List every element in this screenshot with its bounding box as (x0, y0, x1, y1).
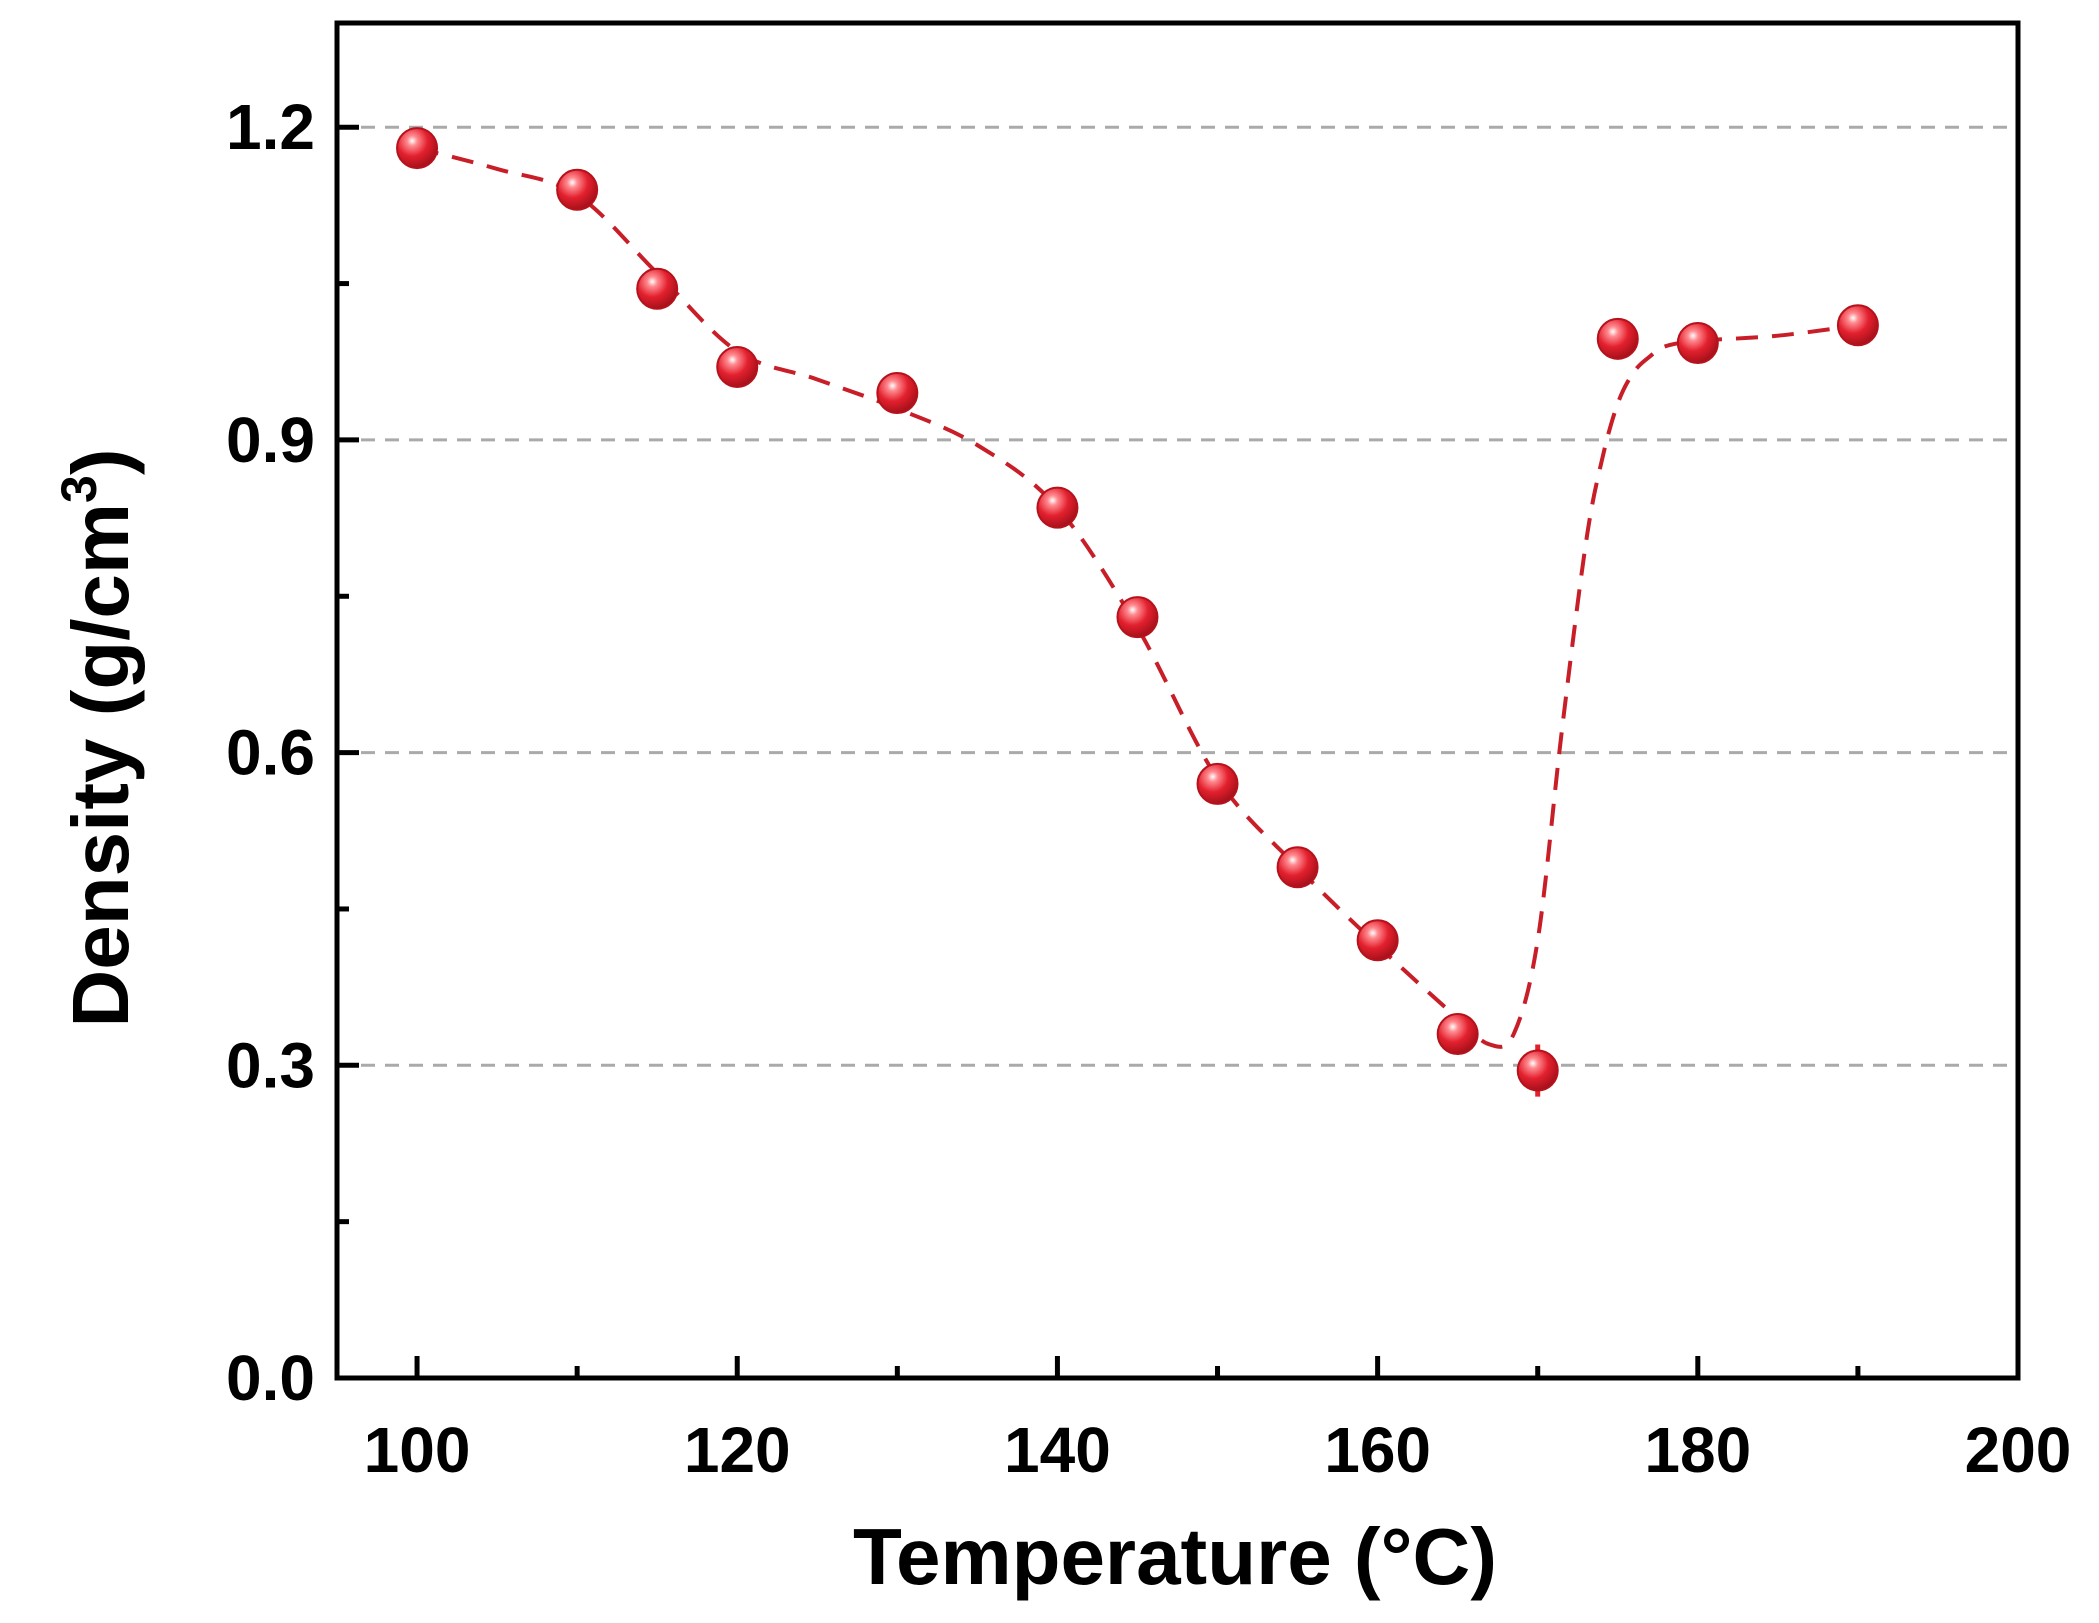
x-tick-label-120: 120 (684, 1414, 791, 1486)
y-axis-ticks: 0.0 0.3 0.6 0.9 1.2 (226, 91, 359, 1414)
data-point-115 (636, 267, 679, 310)
data-point-145 (1116, 596, 1159, 639)
data-point-190 (1836, 304, 1879, 347)
data-point-120 (716, 345, 759, 388)
data-point-110 (556, 168, 599, 211)
data-point-130 (876, 372, 919, 415)
data-point-155 (1276, 846, 1319, 889)
plot-frame (334, 20, 2021, 1381)
data-point-150 (1196, 762, 1239, 805)
y-tick-label-0: 0.0 (226, 1342, 315, 1414)
y-axis-title-main: Density (g/cm (56, 503, 145, 1028)
data-point-170 (1516, 1049, 1559, 1092)
data-point-175 (1596, 317, 1639, 360)
x-tick-label-160: 160 (1324, 1414, 1431, 1486)
data-points (396, 127, 1879, 1092)
data-point-140 (1036, 486, 1079, 529)
x-axis-title: Temperature (°C) (853, 1512, 1497, 1601)
y-axis-title-superscript: 3 (51, 475, 107, 503)
data-point-160 (1356, 919, 1399, 962)
data-point-165 (1436, 1013, 1479, 1056)
data-point-180 (1676, 321, 1719, 364)
gridlines (337, 125, 2018, 1067)
x-tick-label-180: 180 (1644, 1414, 1751, 1486)
x-tick-label-200: 200 (1965, 1414, 2072, 1486)
y-tick-label-0.6: 0.6 (226, 717, 315, 789)
y-axis-title-close: ) (56, 448, 145, 475)
y-tick-label-0.9: 0.9 (226, 404, 315, 476)
y-tick-label-1.2: 1.2 (226, 91, 315, 163)
x-tick-label-140: 140 (1004, 1414, 1111, 1486)
data-point-100 (396, 127, 439, 170)
x-axis-ticks: 100 120 140 160 180 200 (364, 1356, 2072, 1486)
x-tick-label-100: 100 (364, 1414, 471, 1486)
y-tick-label-0.3: 0.3 (226, 1029, 315, 1101)
y-axis-title: Density (g/cm3) (51, 448, 145, 1027)
